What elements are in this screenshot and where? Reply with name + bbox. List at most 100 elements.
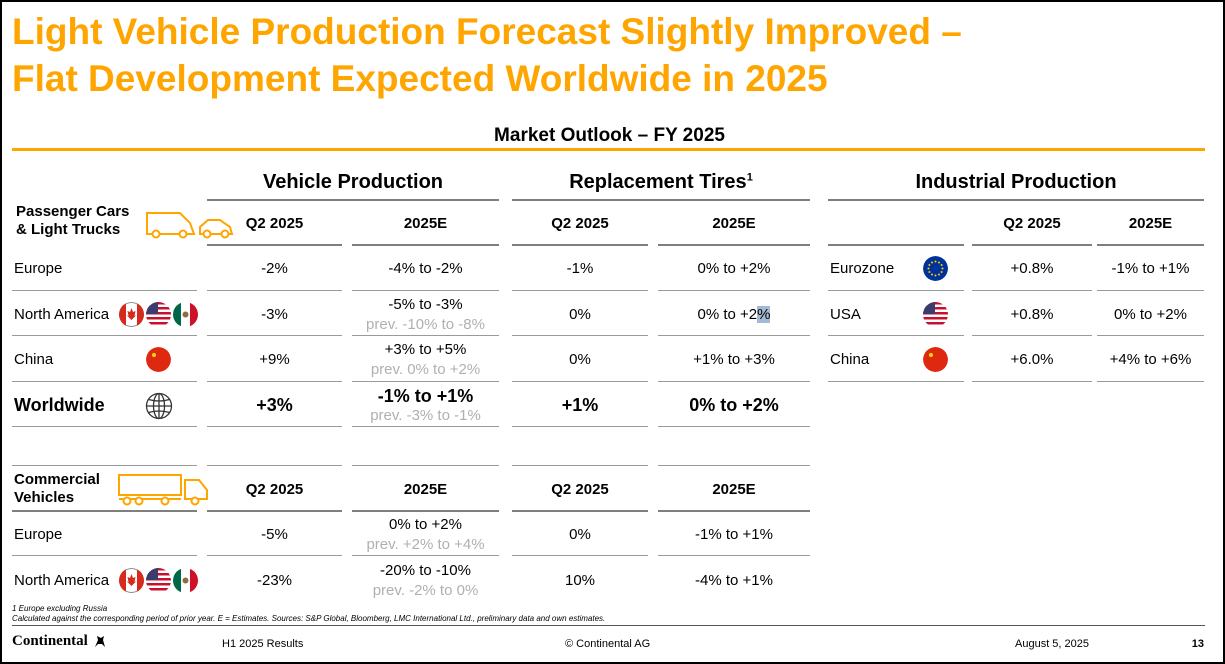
value-previous: prev. -2% to 0% [372, 582, 479, 599]
rule [12, 555, 197, 556]
segment-passenger-line-2: & Light Trucks [16, 221, 121, 238]
footnote-marker: 1 [746, 171, 753, 184]
usa-flag-icon [146, 302, 171, 327]
cell-rt-2025e: 0% to +2% [658, 305, 810, 325]
rule [352, 335, 499, 336]
footer-divider [12, 625, 1205, 626]
rule [207, 426, 342, 427]
cell-rt-q2: 0% [569, 351, 591, 368]
usa-flag-icon [146, 568, 171, 593]
rule [512, 510, 648, 512]
cell-rt-2025e: -1% to +1% [695, 526, 773, 543]
title-line-2: Flat Development Expected Worldwide in 2… [12, 58, 828, 99]
segment-passenger-line-1: Passenger Cars [16, 203, 130, 220]
rule [828, 335, 964, 336]
cell-ip-q2: +0.8% [1010, 306, 1054, 323]
segment-passenger-label: Passenger Cars & Light Trucks [16, 203, 129, 239]
value-2025e: 0% to +2 [697, 306, 758, 323]
rule [658, 290, 810, 291]
rule [352, 510, 499, 512]
cell-ip-q2: +6.0% [1010, 351, 1054, 368]
page-number: 13 [1191, 638, 1204, 650]
rule [658, 335, 810, 336]
cell-vp-q2: -23% [256, 572, 293, 589]
rule [12, 510, 197, 512]
cell-rt-q2: 0% [569, 526, 591, 543]
cell-vp-2025e: +3% to +5% prev. 0% to +2% [352, 340, 499, 380]
rule [352, 290, 499, 291]
col-ip-q2: Q2 2025 [1003, 215, 1061, 232]
cell-rt-2025e: 0% to +2% [697, 260, 771, 277]
rule [972, 381, 1092, 382]
region-worldwide: Worldwide [14, 395, 105, 415]
col-ip-2025e: 2025E [1128, 215, 1173, 232]
footnote-1: 1 Europe excluding Russia [12, 604, 108, 613]
rule [352, 381, 499, 382]
rule [972, 244, 1092, 246]
rule [207, 244, 342, 246]
rule [512, 290, 648, 291]
rule [972, 335, 1092, 336]
col-rt-q2: Q2 2025 [551, 215, 609, 232]
region-europe: Europe [14, 260, 63, 277]
slide-title: Light Vehicle Production Forecast Slight… [12, 8, 1162, 102]
cell-vp-q2: -2% [261, 260, 288, 277]
rule [12, 290, 197, 291]
rule [12, 426, 197, 427]
usa-flag-icon [923, 302, 948, 327]
cell-rt-q2: 0% [569, 306, 591, 323]
value-previous: prev. -3% to -1% [370, 407, 481, 424]
china-flag-icon [146, 347, 171, 372]
rule [828, 199, 1204, 201]
cell-rt-q2: +1% [561, 395, 599, 415]
cell-ip-2025e: -1% to +1% [1111, 260, 1190, 277]
group-replacement-tires: Replacement Tires1 [512, 171, 810, 194]
globe-icon [145, 392, 173, 420]
rule [828, 290, 964, 291]
col-vp-q2: Q2 2025 [245, 215, 304, 232]
rule [1097, 290, 1204, 291]
selection-highlight: % [757, 306, 771, 323]
rule [207, 555, 342, 556]
mexico-flag-icon [173, 568, 198, 593]
footnotes: 1 Europe excluding Russia Calculated aga… [12, 604, 912, 624]
cell-vp-2025e: -5% to -3% prev. -10% to -8% [352, 295, 499, 335]
rule [1097, 381, 1204, 382]
group-industrial-production: Industrial Production [915, 171, 1117, 193]
segment-commercial-line-2: Vehicles [14, 489, 75, 506]
rule [352, 426, 499, 427]
col-rt-2025e: 2025E [712, 215, 756, 232]
col-vp-2025e: 2025E [403, 215, 448, 232]
rule [352, 465, 499, 466]
truck-icon [118, 474, 208, 506]
rule [658, 244, 810, 246]
region-usa: USA [830, 306, 861, 323]
value-previous: prev. -10% to -8% [366, 316, 485, 333]
cell-rt-q2: -1% [566, 260, 594, 277]
value-previous: prev. +2% to +4% [366, 536, 485, 553]
canada-flag-icon [119, 302, 144, 327]
rule [207, 510, 342, 512]
car-icon [146, 212, 234, 239]
footer-copyright: © Continental AG [565, 638, 651, 650]
group-vehicle-production: Vehicle Production [262, 171, 444, 193]
rule [658, 426, 810, 427]
rule [352, 244, 499, 246]
region-china: China [14, 351, 54, 368]
rule [207, 465, 342, 466]
rule [12, 335, 197, 336]
rule [207, 335, 342, 336]
eu-flag-icon [923, 256, 948, 281]
rule [658, 510, 810, 512]
cell-ip-q2: +0.8% [1010, 260, 1054, 277]
col-vp-q2: Q2 2025 [245, 481, 304, 498]
rule [658, 465, 810, 466]
region-europe: Europe [14, 526, 63, 543]
orange-divider [12, 148, 1205, 151]
cell-vp-2025e: -20% to -10% prev. -2% to 0% [352, 561, 499, 601]
cell-ip-2025e: +4% to +6% [1109, 351, 1192, 368]
rule [658, 555, 810, 556]
rule [512, 199, 810, 201]
rule [12, 465, 197, 466]
